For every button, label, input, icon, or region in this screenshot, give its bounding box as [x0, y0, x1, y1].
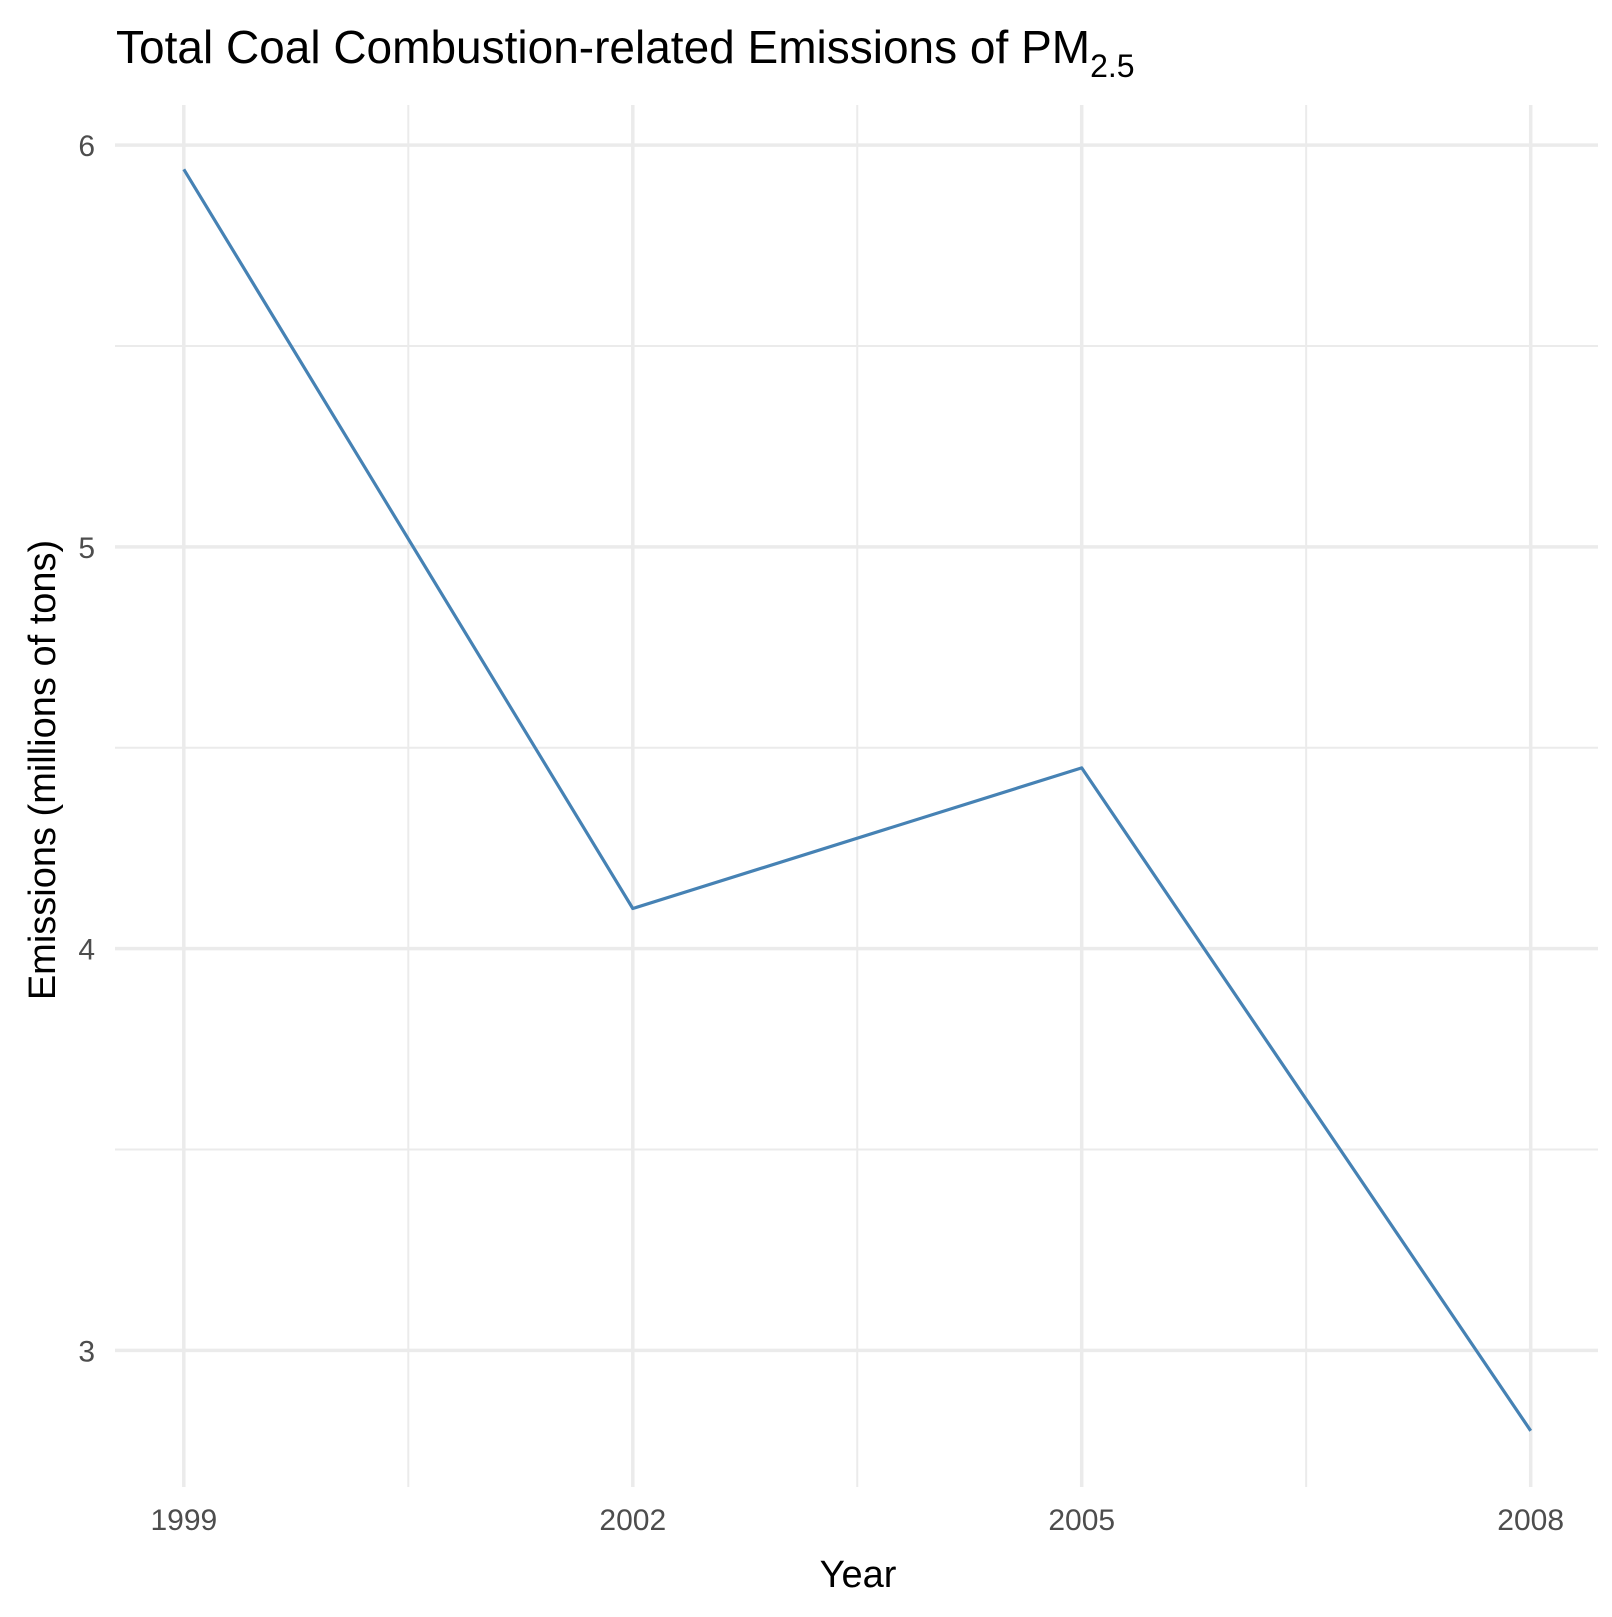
x-axis-ticks: 1999 2002 2005 2008	[150, 1504, 1564, 1537]
x-axis-title: Year	[820, 1554, 897, 1596]
minor-gridlines	[115, 105, 1598, 1487]
y-axis-title: Emissions (millions of tons)	[22, 540, 64, 1000]
chart-title-main: Total Coal Combustion-related Emissions …	[116, 21, 1090, 73]
major-gridlines	[115, 105, 1598, 1487]
y-tick-label: 6	[78, 130, 95, 163]
x-tick-label: 2005	[1048, 1504, 1115, 1537]
y-tick-label: 3	[78, 1335, 95, 1368]
y-tick-label: 5	[78, 532, 95, 565]
x-tick-label: 1999	[150, 1504, 217, 1537]
chart-title: Total Coal Combustion-related Emissions …	[116, 21, 1135, 84]
x-tick-label: 2002	[599, 1504, 666, 1537]
series-layer	[182, 168, 1533, 1432]
series-line	[182, 168, 1533, 1432]
y-tick-label: 4	[78, 934, 95, 967]
x-tick-label: 2008	[1497, 1504, 1564, 1537]
chart-title-subscript: 2.5	[1090, 48, 1134, 84]
y-axis-ticks: 3 4 5 6	[78, 130, 95, 1368]
